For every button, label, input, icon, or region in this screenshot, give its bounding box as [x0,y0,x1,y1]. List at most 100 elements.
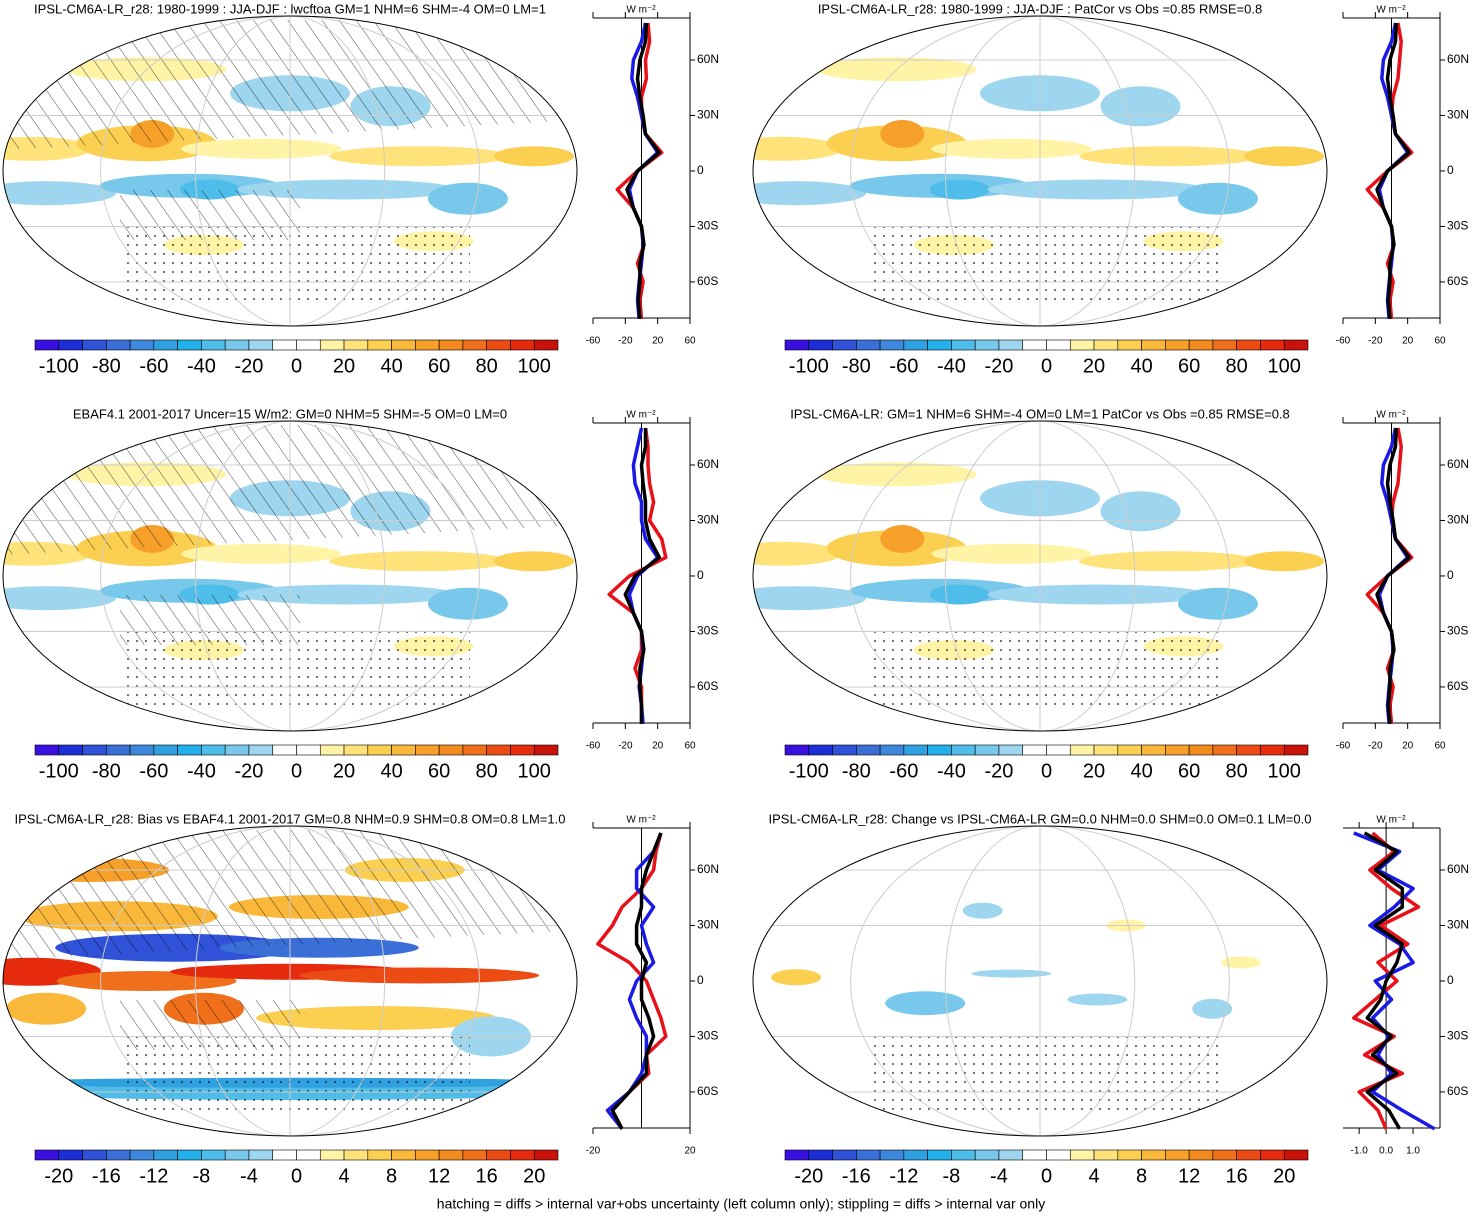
colorbar-box [296,1149,321,1161]
colorbar-box [177,744,202,756]
panel-title: IPSL-CM6A-LR: GM=1 NHM=6 SHM=-4 OM=0 LM=… [790,406,1290,421]
colorbar-label: 0 [1041,1165,1052,1187]
colorbar-box [106,339,131,351]
colorbar-box [1212,1149,1237,1161]
y-tick-label: 60N [1447,862,1469,876]
colorbar-label: -80 [92,355,121,377]
colorbar-box [1212,744,1237,756]
map [753,16,1327,326]
colorbar-box [1046,744,1071,756]
map-field [987,584,1208,605]
colorbar-label: -4 [990,1165,1008,1187]
y-tick-label: 30S [1447,219,1468,233]
colorbar-label: 100 [518,355,551,377]
panel-title: IPSL-CM6A-LR_r28: Bias vs EBAF4.1 2001-2… [15,811,566,826]
unit-label: W m⁻² [626,410,656,421]
colorbar-box [856,744,881,756]
colorbar-box [879,744,905,756]
colorbar-label: 60 [428,355,450,377]
colorbar-label: 40 [1130,760,1152,782]
map-field [1177,182,1258,215]
colorbar-label: -40 [187,355,216,377]
y-tick-label: 0 [697,973,704,987]
colorbar-label: 100 [1268,355,1301,377]
colorbar-box [533,1149,559,1161]
colorbar-box [879,339,905,351]
colorbar-label: 12 [428,1165,450,1187]
map-field [1243,551,1324,572]
colorbar-box [974,339,1000,351]
colorbar-label: -20 [44,1165,73,1187]
y-tick-label: 60N [697,457,719,471]
y-tick-label: 60S [697,1084,718,1098]
colorbar-box [1022,339,1047,351]
colorbar-label: -100 [789,355,829,377]
colorbar-box [58,1149,83,1161]
colorbar-label: 8 [386,1165,397,1187]
x-tick-label: 60 [684,336,696,347]
colorbar-box [974,1149,1000,1161]
colorbar-box [438,339,464,351]
x-tick-label: -60 [586,336,601,347]
colorbar-box [1117,339,1142,351]
x-tick-label: 20 [684,1146,696,1157]
colorbar-box [1260,339,1285,351]
colorbar-box [343,744,369,756]
y-tick-label: 30S [697,624,718,638]
y-tick-label: 0 [697,568,704,582]
colorbar-box [1046,1149,1071,1161]
y-tick-label: 60N [697,862,719,876]
x-tick-label: 60 [1434,336,1446,347]
x-tick-label: 0.0 [1379,1146,1393,1157]
map-graticule [944,826,1136,1136]
x-tick-label: -20 [1368,336,1383,347]
stippling [120,1030,470,1110]
colorbar-label: 16 [1226,1165,1248,1187]
x-tick-label: -20 [586,1146,601,1157]
colorbar-box [879,1149,905,1161]
map-border [752,15,1328,327]
colorbar-box [1283,339,1309,351]
colorbar-box [177,1149,202,1161]
map-border [2,420,578,732]
colorbar-box [510,1149,535,1161]
colorbar-box [438,1149,464,1161]
colorbar-box [486,339,511,351]
panel-title: IPSL-CM6A-LR_r28: 1980-1999 : JJA-DJF : … [818,1,1262,16]
x-tick-label: 20 [652,741,664,752]
zonal-line [605,832,663,1130]
colorbar-box [1236,744,1261,756]
colorbar-label: -16 [842,1165,871,1187]
colorbar-label: -100 [789,760,829,782]
colorbar-label: -4 [240,1165,258,1187]
colorbar-box [1069,744,1095,756]
map-graticule [194,826,386,1136]
colorbar-box [784,1149,810,1161]
map-field [929,179,990,200]
colorbar-box [367,1149,392,1161]
colorbar-box [319,339,345,351]
colorbar-label: -80 [842,760,871,782]
colorbar-box [415,1149,440,1161]
colorbar-box [1283,744,1309,756]
panel-title: EBAF4.1 2001-2017 Uncer=15 W/m2: GM=0 NH… [73,406,507,421]
colorbar-box [1188,1149,1214,1161]
map-field [6,992,87,1025]
zonal-line [610,832,663,1130]
colorbar-label: 80 [476,760,498,782]
y-tick-label: 60S [1447,274,1468,288]
colorbar-box [998,339,1024,351]
map-field [753,136,842,161]
zonal-line [1377,22,1410,320]
colorbar-label: -60 [889,355,918,377]
colorbar-label: 100 [518,760,551,782]
map-field [1079,146,1260,167]
colorbar-box [391,744,416,756]
panel: IPSL-CM6A-LR: GM=1 NHM=6 SHM=-4 OM=0 LM=… [752,406,1469,782]
colorbar-box [153,1149,178,1161]
colorbar-label: 4 [338,1165,349,1187]
colorbar-label: 100 [1268,760,1301,782]
colorbar-box [832,1149,857,1161]
y-tick-label: 60S [697,274,718,288]
colorbar-label: -20 [235,760,264,782]
